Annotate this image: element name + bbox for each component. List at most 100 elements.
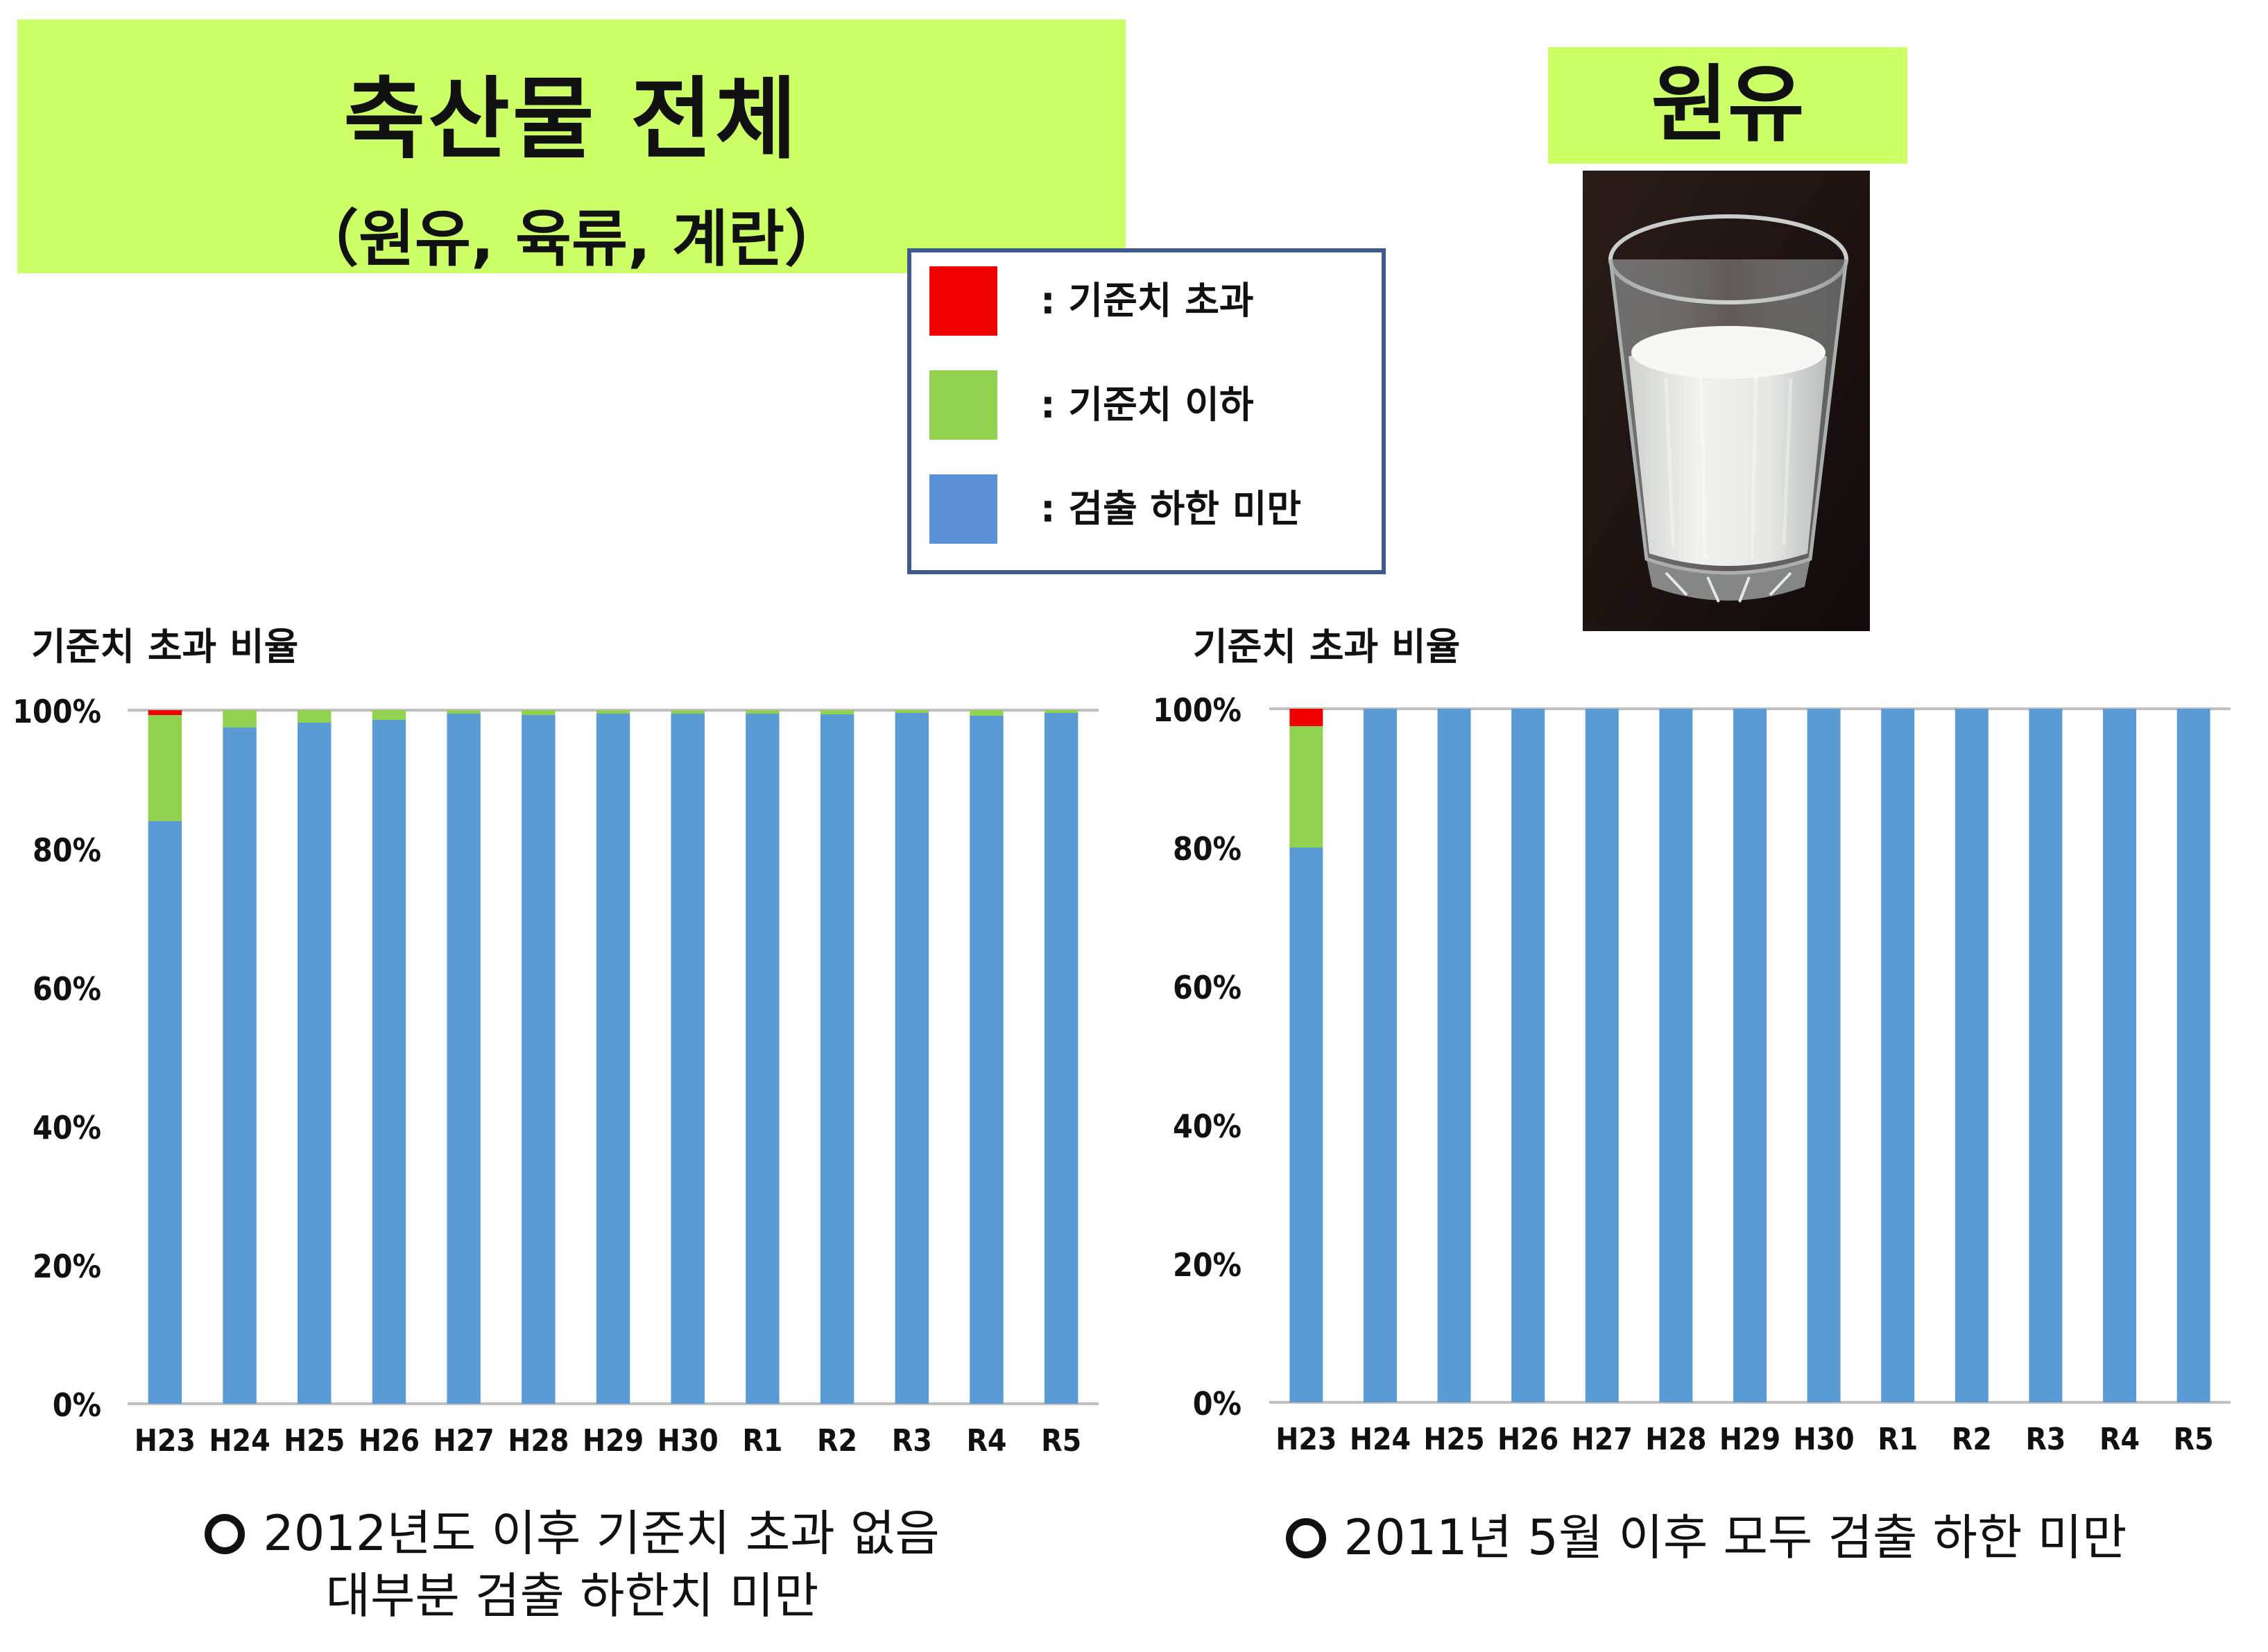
circle-bullet-icon <box>1285 1518 1326 1558</box>
bar-segment-nd-h30 <box>1807 709 1841 1402</box>
x-tick-label: H29 <box>1719 1422 1780 1457</box>
x-tick-label: R5 <box>2174 1422 2214 1457</box>
bar-segment-below-h25 <box>298 710 332 723</box>
bar-segment-nd-h28 <box>1659 709 1693 1402</box>
x-tick-label: H23 <box>1275 1422 1337 1457</box>
chart-legend: : 기준치 초과 : 기준치 이하 : 검출 하한 미만 <box>907 248 1386 574</box>
bar-segment-below-h24 <box>223 710 257 728</box>
page-title: 축산물 전체 <box>343 68 800 171</box>
bar-segment-nd-r2 <box>820 714 854 1404</box>
x-tick-label: R5 <box>1041 1423 1081 1459</box>
x-tick-label: H30 <box>658 1423 719 1459</box>
bar-segment-nd-h23 <box>148 821 182 1404</box>
y-tick-label: 60% <box>1173 969 1242 1006</box>
x-tick-label: H24 <box>209 1423 270 1459</box>
legend-swatch-exceed <box>929 266 997 336</box>
bar-segment-nd-h27 <box>447 714 481 1404</box>
bar-segment-nd-h29 <box>1733 709 1767 1402</box>
x-tick-label: H29 <box>583 1423 644 1459</box>
legend-swatch-below <box>929 370 997 440</box>
bar-segment-nd-h26 <box>372 720 406 1404</box>
legend-item-nd: : 검출 하한 미만 <box>929 474 1373 544</box>
bar-segment-below-r3 <box>895 710 929 713</box>
chart-left: 0% 20% 40% 60% 80% 100% H23 H24 H25 H26 H27 H28 H29 H… <box>12 693 1099 1459</box>
note-left-line-1: 2012년도 이후 기준치 초과 없음 <box>0 1502 1144 1565</box>
bar-segment-nd-r1 <box>746 714 780 1404</box>
y-tick-label: 100% <box>12 693 101 730</box>
x-tick-label: R3 <box>2025 1422 2065 1457</box>
y-tick-label: 20% <box>33 1248 101 1285</box>
y-tick-label: 0% <box>53 1386 101 1424</box>
bar-segment-nd-h24 <box>223 728 257 1404</box>
legend-label-below: : 기준치 이하 <box>1040 383 1254 427</box>
bar-segment-nd-r4 <box>2103 709 2137 1402</box>
x-tick-label: H25 <box>1423 1422 1484 1457</box>
bar-segment-nd-h28 <box>522 715 556 1404</box>
y-tick-label: 40% <box>1173 1108 1242 1145</box>
x-tick-label: H28 <box>508 1423 569 1459</box>
bar-segment-below-h26 <box>372 710 406 720</box>
circle-bullet-icon <box>205 1514 246 1554</box>
x-tick-label: H24 <box>1350 1422 1411 1457</box>
bar-segment-nd-r1 <box>1881 709 1915 1402</box>
bar-segment-below-r1 <box>746 710 780 714</box>
note-left-line-2: 대부분 검출 하한치 미만 <box>325 1567 819 1624</box>
bar-segment-nd-h25 <box>298 723 332 1404</box>
milk-label: 원유 <box>1548 47 1907 164</box>
x-tick-label: R2 <box>1952 1422 1992 1457</box>
chart-right-title: 기준치 초과 비율 <box>1193 625 1461 669</box>
legend-swatch-nd <box>929 474 997 544</box>
bar-segment-below-r4 <box>970 710 1004 716</box>
milk-glass-photo <box>1583 171 1870 631</box>
bar-segment-nd-r3 <box>2029 709 2063 1402</box>
y-tick-label: 80% <box>33 832 101 869</box>
note-left: 2012년도 이후 기준치 초과 없음 대부분 검출 하한치 미만 <box>0 1502 1144 1627</box>
x-tick-label: H26 <box>359 1423 420 1459</box>
bar-segment-below-h29 <box>596 710 630 714</box>
bar-segment-nd-h29 <box>596 714 630 1404</box>
bar-segment-below-h28 <box>522 710 556 715</box>
bar-segment-below-h27 <box>447 710 481 714</box>
x-tick-label: H28 <box>1645 1422 1706 1457</box>
x-tick-label: R4 <box>966 1423 1006 1459</box>
note-right-line-1: 2011년 5월 이후 모두 검출 하한 미만 <box>1151 1506 2261 1569</box>
legend-label-nd: : 검출 하한 미만 <box>1040 487 1302 531</box>
bar-segment-below-h23 <box>148 715 182 821</box>
title-banner: 축산물 전체 （원유, 육류, 계란） <box>17 19 1126 275</box>
x-tick-label: H23 <box>135 1423 196 1459</box>
x-tick-label: H27 <box>433 1423 495 1459</box>
y-tick-label: 20% <box>1173 1246 1242 1284</box>
page-subtitle: （원유, 육류, 계란） <box>298 203 845 275</box>
milk-glass-image <box>1583 171 1870 631</box>
y-tick-label: 40% <box>33 1109 101 1146</box>
y-tick-label: 60% <box>33 970 101 1008</box>
x-tick-label: R4 <box>2099 1422 2140 1457</box>
x-tick-label: H25 <box>284 1423 345 1459</box>
legend-item-exceed: : 기준치 초과 <box>929 266 1373 336</box>
x-tick-label: R2 <box>817 1423 857 1459</box>
bar-segment-nd-h24 <box>1363 709 1397 1402</box>
bar-segment-nd-h26 <box>1511 709 1545 1402</box>
legend-label-exceed: : 기준치 초과 <box>1040 279 1254 322</box>
y-tick-label: 0% <box>1193 1385 1242 1422</box>
x-tick-label: H26 <box>1497 1422 1558 1457</box>
bar-segment-below-h23 <box>1289 726 1323 847</box>
bar-segment-nd-r5 <box>1044 713 1079 1404</box>
bar-segment-below-h30 <box>671 710 705 714</box>
chart-right: 0% 20% 40% 60% 80% 100% H23 H24 H25 H26 H27 H28 H29 H… <box>1153 691 2231 1457</box>
y-tick-label: 100% <box>1153 691 1242 729</box>
bar-segment-below-r2 <box>820 710 854 714</box>
bar-segment-nd-h27 <box>1585 709 1619 1402</box>
bar-segment-nd-r4 <box>970 716 1004 1404</box>
chart-left-title: 기준치 초과 비율 <box>31 625 299 669</box>
bar-segment-nd-r5 <box>2176 709 2210 1402</box>
x-tick-label: R1 <box>1878 1422 1918 1457</box>
x-tick-label: H27 <box>1572 1422 1633 1457</box>
bar-segment-below-r5 <box>1044 710 1079 713</box>
bar-segment-nd-h23 <box>1289 847 1323 1402</box>
x-tick-label: R1 <box>742 1423 782 1459</box>
y-tick-label: 80% <box>1173 830 1242 868</box>
bar-segment-nd-r3 <box>895 713 929 1404</box>
bar-segment-nd-h25 <box>1437 709 1471 1402</box>
x-tick-label: R3 <box>892 1423 932 1459</box>
